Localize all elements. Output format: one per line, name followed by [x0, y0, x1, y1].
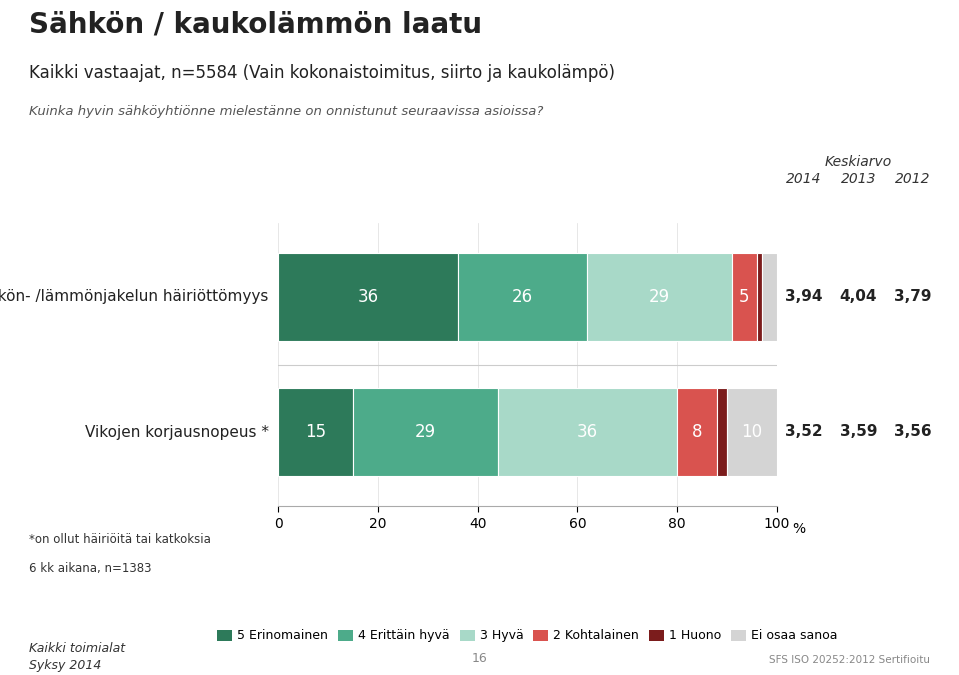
- Text: Sähkön- /lämmönjakelun häiriöttömyys: Sähkön- /lämmönjakelun häiriöttömyys: [0, 290, 269, 304]
- Text: Kaikki vastaajat, n=5584 (Vain kokonaistoimitus, siirto ja kaukolämpö): Kaikki vastaajat, n=5584 (Vain kokonaist…: [29, 64, 615, 82]
- Text: 29: 29: [649, 288, 670, 306]
- Text: Sähkön / kaukolämmön laatu: Sähkön / kaukolämmön laatu: [29, 10, 481, 38]
- Text: 3,79: 3,79: [894, 290, 932, 304]
- Text: Keskiarvo: Keskiarvo: [825, 155, 892, 169]
- Bar: [761, 253, 777, 341]
- Text: 2012: 2012: [895, 171, 931, 186]
- Text: 36: 36: [576, 423, 597, 441]
- Text: 3,59: 3,59: [839, 425, 877, 439]
- Text: 16: 16: [472, 652, 487, 665]
- Text: 2013: 2013: [840, 171, 877, 186]
- Bar: [757, 253, 761, 341]
- Text: 3,52: 3,52: [784, 425, 823, 439]
- Text: 6 kk aikana, n=1383: 6 kk aikana, n=1383: [29, 562, 152, 574]
- Bar: [278, 253, 457, 341]
- Text: 4,04: 4,04: [839, 290, 877, 304]
- Text: 26: 26: [512, 288, 533, 306]
- Text: 15: 15: [305, 423, 326, 441]
- Text: %: %: [792, 522, 805, 537]
- Text: *on ollut häiriöitä tai katkoksia: *on ollut häiriöitä tai katkoksia: [29, 533, 211, 546]
- Bar: [353, 388, 498, 476]
- Bar: [677, 388, 717, 476]
- Text: Kuinka hyvin sähköyhtiönne mielestänne on onnistunut seuraavissa asioissa?: Kuinka hyvin sähköyhtiönne mielestänne o…: [29, 105, 543, 117]
- Bar: [727, 388, 777, 476]
- Text: 36: 36: [358, 288, 379, 306]
- Text: Vikojen korjausnopeus *: Vikojen korjausnopeus *: [84, 425, 269, 439]
- Text: 2014: 2014: [785, 171, 822, 186]
- Legend: 5 Erinomainen, 4 Erittäin hyvä, 3 Hyvä, 2 Kohtalainen, 1 Huono, Ei osaa sanoa: 5 Erinomainen, 4 Erittäin hyvä, 3 Hyvä, …: [212, 624, 843, 647]
- Bar: [732, 253, 757, 341]
- Bar: [717, 388, 727, 476]
- Text: 10: 10: [741, 423, 762, 441]
- Text: 8: 8: [691, 423, 702, 441]
- Text: 5: 5: [739, 288, 750, 306]
- Bar: [278, 388, 353, 476]
- Text: 29: 29: [414, 423, 435, 441]
- Text: Syksy 2014: Syksy 2014: [29, 659, 101, 672]
- Text: 3,56: 3,56: [894, 425, 932, 439]
- Text: SFS ISO 20252:2012 Sertifioitu: SFS ISO 20252:2012 Sertifioitu: [769, 655, 930, 665]
- Bar: [498, 388, 677, 476]
- Bar: [457, 253, 587, 341]
- Bar: [587, 253, 732, 341]
- Text: Kaikki toimialat: Kaikki toimialat: [29, 642, 125, 655]
- Text: 3,94: 3,94: [784, 290, 823, 304]
